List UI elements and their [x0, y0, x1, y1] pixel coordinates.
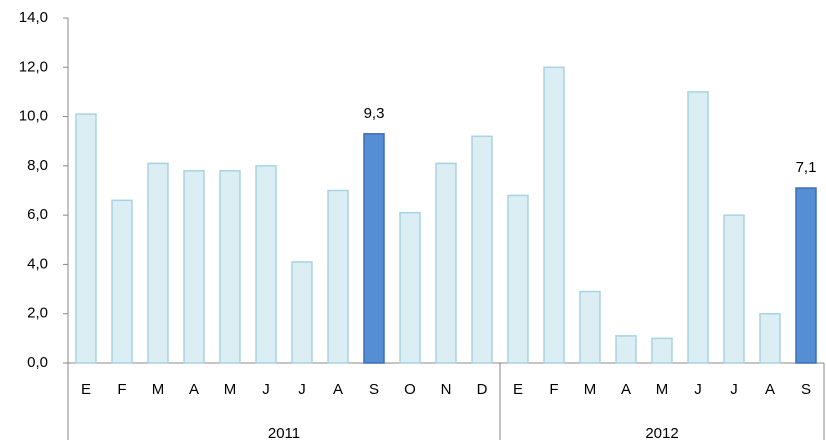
x-tick-label: S — [801, 381, 811, 398]
x-tick-label: A — [621, 381, 631, 398]
x-tick-label: M — [656, 381, 669, 398]
bar — [399, 211, 421, 364]
x-tick-label: J — [730, 381, 738, 398]
x-tick-label: A — [333, 381, 343, 398]
y-tick-label: 10,0 — [19, 108, 48, 125]
x-tick-label: M — [224, 381, 237, 398]
bar — [219, 170, 241, 364]
x-tick-label: A — [765, 381, 775, 398]
x-tick-label: M — [152, 381, 165, 398]
x-tick-label: J — [262, 381, 270, 398]
bar — [291, 261, 313, 364]
x-tick-label: E — [81, 381, 91, 398]
y-tick-label: 2,0 — [27, 305, 48, 322]
group-label: 2011 — [268, 425, 300, 442]
bar — [327, 189, 349, 364]
bar — [687, 91, 709, 364]
group-label: 2012 — [645, 425, 678, 442]
bar — [75, 113, 97, 364]
bar — [435, 162, 457, 364]
x-tick-label: F — [549, 381, 558, 398]
value-label: 9,3 — [364, 105, 385, 122]
bar — [111, 199, 133, 364]
bar — [543, 66, 565, 364]
bar — [507, 194, 529, 364]
bar — [255, 165, 277, 364]
bar — [723, 214, 745, 364]
bar — [363, 133, 385, 364]
bar — [147, 162, 169, 364]
x-tick-label: F — [117, 381, 126, 398]
y-tick-label: 0,0 — [27, 354, 48, 371]
y-tick-label: 12,0 — [19, 58, 48, 75]
bar — [795, 187, 817, 364]
x-tick-label: S — [369, 381, 379, 398]
x-tick-label: E — [513, 381, 523, 398]
x-tick-label: D — [477, 381, 488, 398]
y-tick-label: 8,0 — [27, 157, 48, 174]
bar — [759, 312, 781, 364]
y-tick-label: 6,0 — [27, 206, 48, 223]
bar — [615, 335, 637, 364]
x-tick-label: J — [694, 381, 702, 398]
x-tick-label: J — [298, 381, 306, 398]
bar — [183, 170, 205, 364]
y-tick-label: 14,0 — [19, 9, 48, 26]
y-tick-label: 4,0 — [27, 255, 48, 272]
value-label: 7,1 — [796, 159, 817, 176]
bar — [579, 290, 601, 364]
x-tick-label: N — [441, 381, 452, 398]
x-tick-label: M — [584, 381, 597, 398]
bar — [651, 337, 673, 364]
bar — [471, 135, 493, 364]
x-tick-label: A — [189, 381, 199, 398]
x-tick-label: O — [404, 381, 416, 398]
